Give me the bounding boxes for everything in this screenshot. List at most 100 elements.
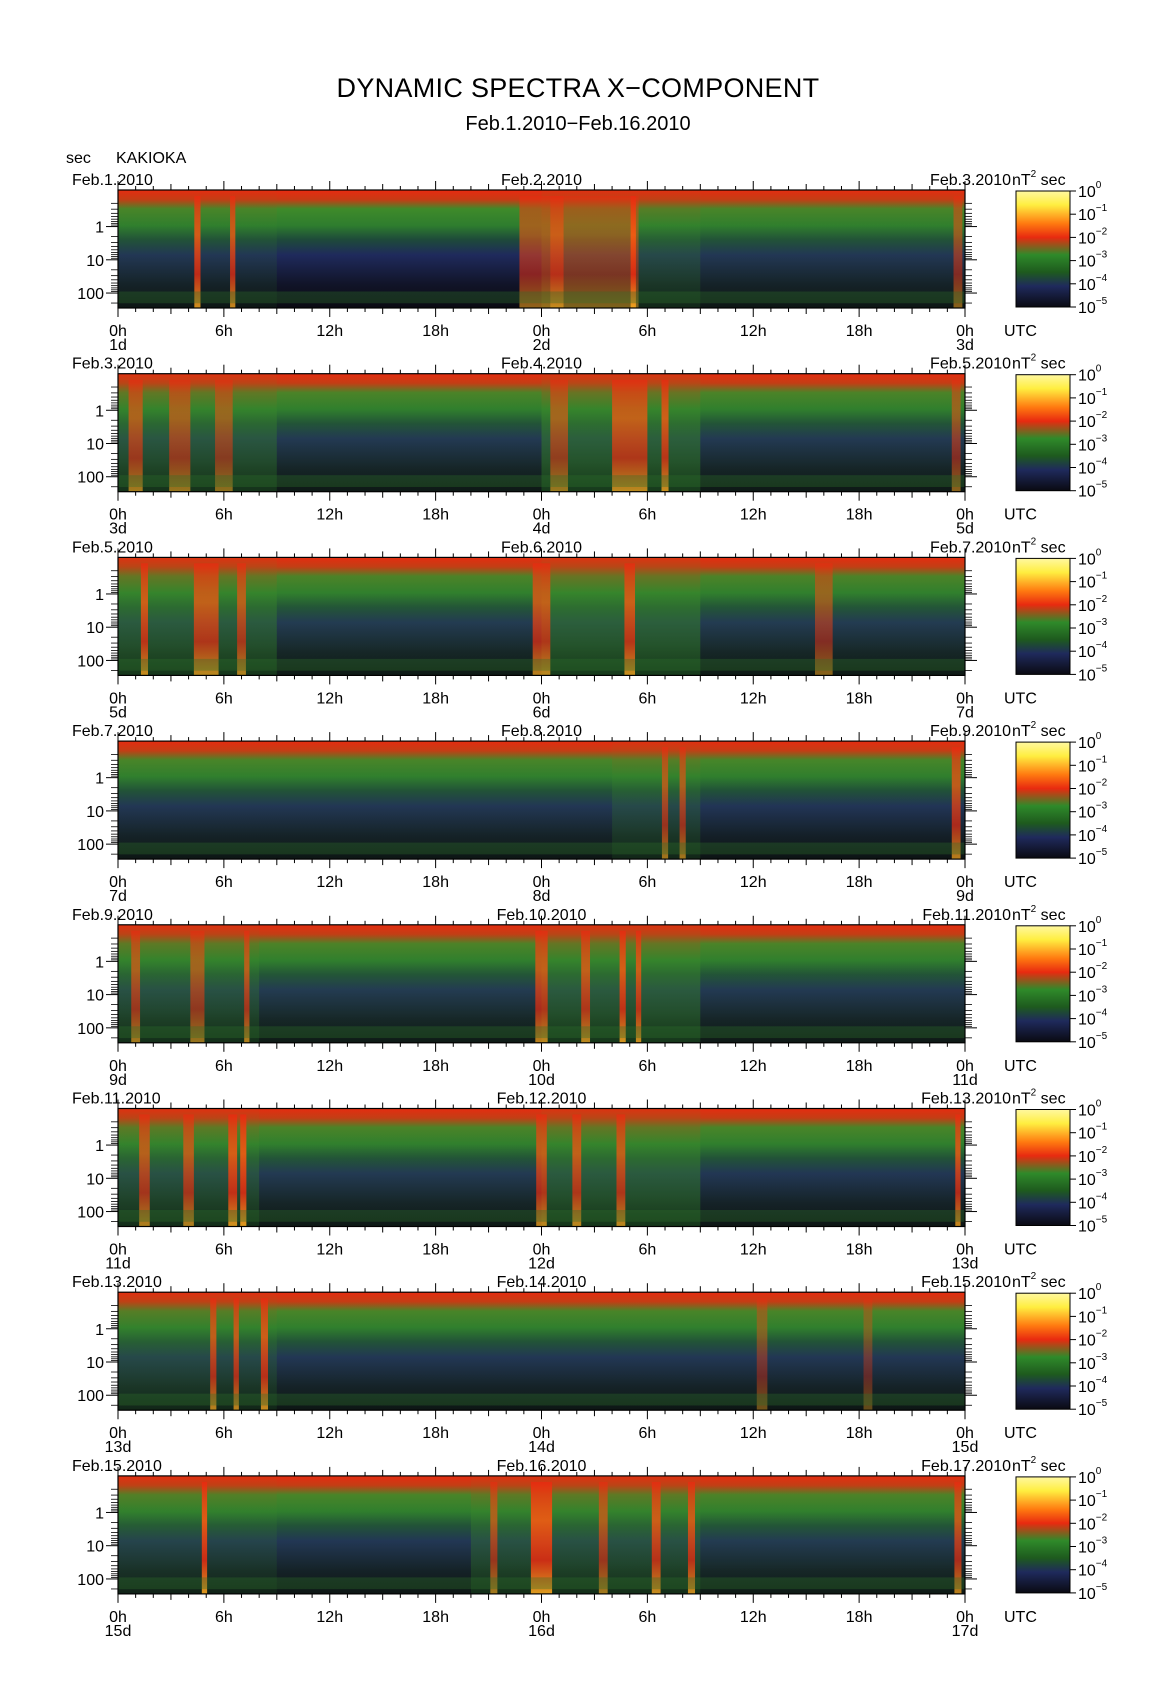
x-tick-label: 12h	[740, 874, 767, 891]
spectral-burst	[215, 379, 233, 492]
colorbar-unit-label: nT2 sec	[1012, 904, 1066, 924]
day-label-end: 9d	[956, 888, 974, 905]
day-label-mid: 6d	[533, 704, 551, 721]
utc-label: UTC	[1004, 1242, 1037, 1259]
long-period-band	[118, 1577, 965, 1590]
panel-start-date: Feb.13.2010	[72, 1274, 162, 1291]
x-tick-label: 0h	[533, 874, 551, 891]
activity-band	[700, 741, 965, 860]
x-tick-label: 6h	[215, 690, 233, 707]
day-label-start: 13d	[105, 1439, 132, 1456]
colorbar-tick-label: 10−3	[1078, 1536, 1108, 1557]
y-tick-label: 100	[77, 1572, 104, 1589]
activity-band	[541, 557, 701, 676]
spectral-burst	[954, 1481, 962, 1594]
y-tick-label: 100	[77, 1021, 104, 1038]
x-tick-label: 6h	[638, 1425, 656, 1442]
panel-start-date: Feb.1.2010	[72, 172, 153, 189]
long-period-band	[118, 475, 965, 487]
colorbar-tick-label: 10−2	[1078, 1512, 1108, 1533]
colorbar-tick-label: 10−3	[1078, 984, 1108, 1005]
colorbar-tick-label: 100	[1078, 1099, 1102, 1120]
colorbar-tick-label: 10−5	[1078, 663, 1108, 684]
y-tick-label: 1	[95, 403, 104, 420]
station-label: KAKIOKA	[116, 150, 187, 167]
x-tick-label: 0h	[956, 1058, 974, 1075]
long-period-band	[118, 1026, 965, 1039]
spectra-panel-3: Feb.5.2010 Feb.6.2010 Feb.7.2010 nT2 sec 1 10…	[72, 536, 1108, 721]
y-tick-label: 10	[86, 620, 104, 637]
x-tick-label: 0h	[956, 690, 974, 707]
spectral-burst	[190, 930, 205, 1043]
colorbar-tick-label: 10−2	[1078, 594, 1108, 615]
x-tick-label: 0h	[109, 874, 127, 891]
colorbar-tick-label: 10−3	[1078, 801, 1108, 822]
activity-band	[700, 190, 965, 308]
panel-mid-date: Feb.10.2010	[497, 907, 587, 924]
chart-title: DYNAMIC SPECTRA X−COMPONENT	[336, 73, 820, 103]
x-tick-label: 12h	[316, 1242, 343, 1259]
spectral-burst	[530, 1481, 553, 1594]
x-tick-label: 0h	[109, 1609, 127, 1626]
utc-label: UTC	[1004, 1425, 1037, 1442]
x-tick-label: 12h	[740, 1609, 767, 1626]
utc-label: UTC	[1004, 690, 1037, 707]
x-tick-label: 0h	[956, 1425, 974, 1442]
colorbar-tick-label: 10−1	[1078, 938, 1108, 959]
colorbar	[1015, 190, 1071, 308]
colorbar-unit-label: nT2 sec	[1012, 1271, 1066, 1291]
day-label-mid: 16d	[528, 1623, 555, 1640]
colorbar-tick-label: 10−2	[1078, 778, 1108, 799]
x-tick-label: 6h	[215, 1609, 233, 1626]
x-tick-label: 6h	[215, 1058, 233, 1075]
spectral-burst	[687, 1481, 696, 1594]
x-tick-label: 18h	[422, 690, 449, 707]
day-label-start: 7d	[109, 888, 127, 905]
colorbar-tick-label: 10−2	[1078, 1329, 1108, 1350]
spectral-burst	[550, 195, 639, 308]
colorbar	[1015, 741, 1071, 859]
panel-end-date: Feb.9.2010	[930, 723, 1011, 740]
colorbar-tick-label: 10−4	[1078, 1559, 1108, 1580]
spectral-burst	[661, 747, 669, 860]
x-tick-label: 0h	[533, 1242, 551, 1259]
spectral-burst	[598, 1481, 608, 1594]
x-tick-label: 12h	[316, 323, 343, 340]
day-label-mid: 10d	[528, 1072, 555, 1089]
utc-label: UTC	[1004, 1058, 1037, 1075]
spectral-burst	[233, 1298, 239, 1411]
spectral-burst	[193, 563, 219, 676]
spectral-burst	[210, 1298, 217, 1411]
x-tick-label: 0h	[533, 1058, 551, 1075]
spectral-burst	[951, 379, 961, 492]
spectral-burst	[651, 1481, 661, 1594]
spectral-burst	[532, 563, 551, 676]
colorbar-tick-label: 10−2	[1078, 226, 1108, 247]
colorbar-tick-label: 10−4	[1078, 1191, 1108, 1212]
spectral-burst	[260, 1298, 268, 1411]
panel-end-date: Feb.17.2010	[921, 1458, 1011, 1475]
y-tick-label: 10	[86, 1171, 104, 1188]
x-tick-label: 12h	[316, 874, 343, 891]
colorbar-tick-label: 100	[1078, 1282, 1102, 1303]
spectral-burst	[661, 379, 669, 492]
spectral-burst	[201, 1481, 208, 1594]
x-tick-label: 0h	[109, 1242, 127, 1259]
day-label-end: 17d	[952, 1623, 979, 1640]
activity-band	[118, 1475, 277, 1594]
x-tick-label: 18h	[422, 1609, 449, 1626]
panel-mid-date: Feb.6.2010	[501, 539, 582, 556]
colorbar	[1015, 374, 1071, 492]
day-label-end: 11d	[952, 1072, 978, 1089]
panel-end-date: Feb.5.2010	[930, 356, 1011, 373]
x-tick-label: 0h	[956, 1242, 974, 1259]
x-tick-label: 0h	[109, 1058, 127, 1075]
panel-start-date: Feb.11.2010	[72, 1091, 161, 1108]
y-tick-label: 10	[86, 437, 104, 454]
colorbar-tick-label: 10−3	[1078, 1352, 1108, 1373]
y-tick-label: 1	[95, 954, 104, 971]
spectral-burst	[139, 1114, 150, 1227]
x-tick-label: 18h	[422, 1058, 449, 1075]
utc-label: UTC	[1004, 1609, 1037, 1626]
spectral-burst	[953, 195, 963, 308]
